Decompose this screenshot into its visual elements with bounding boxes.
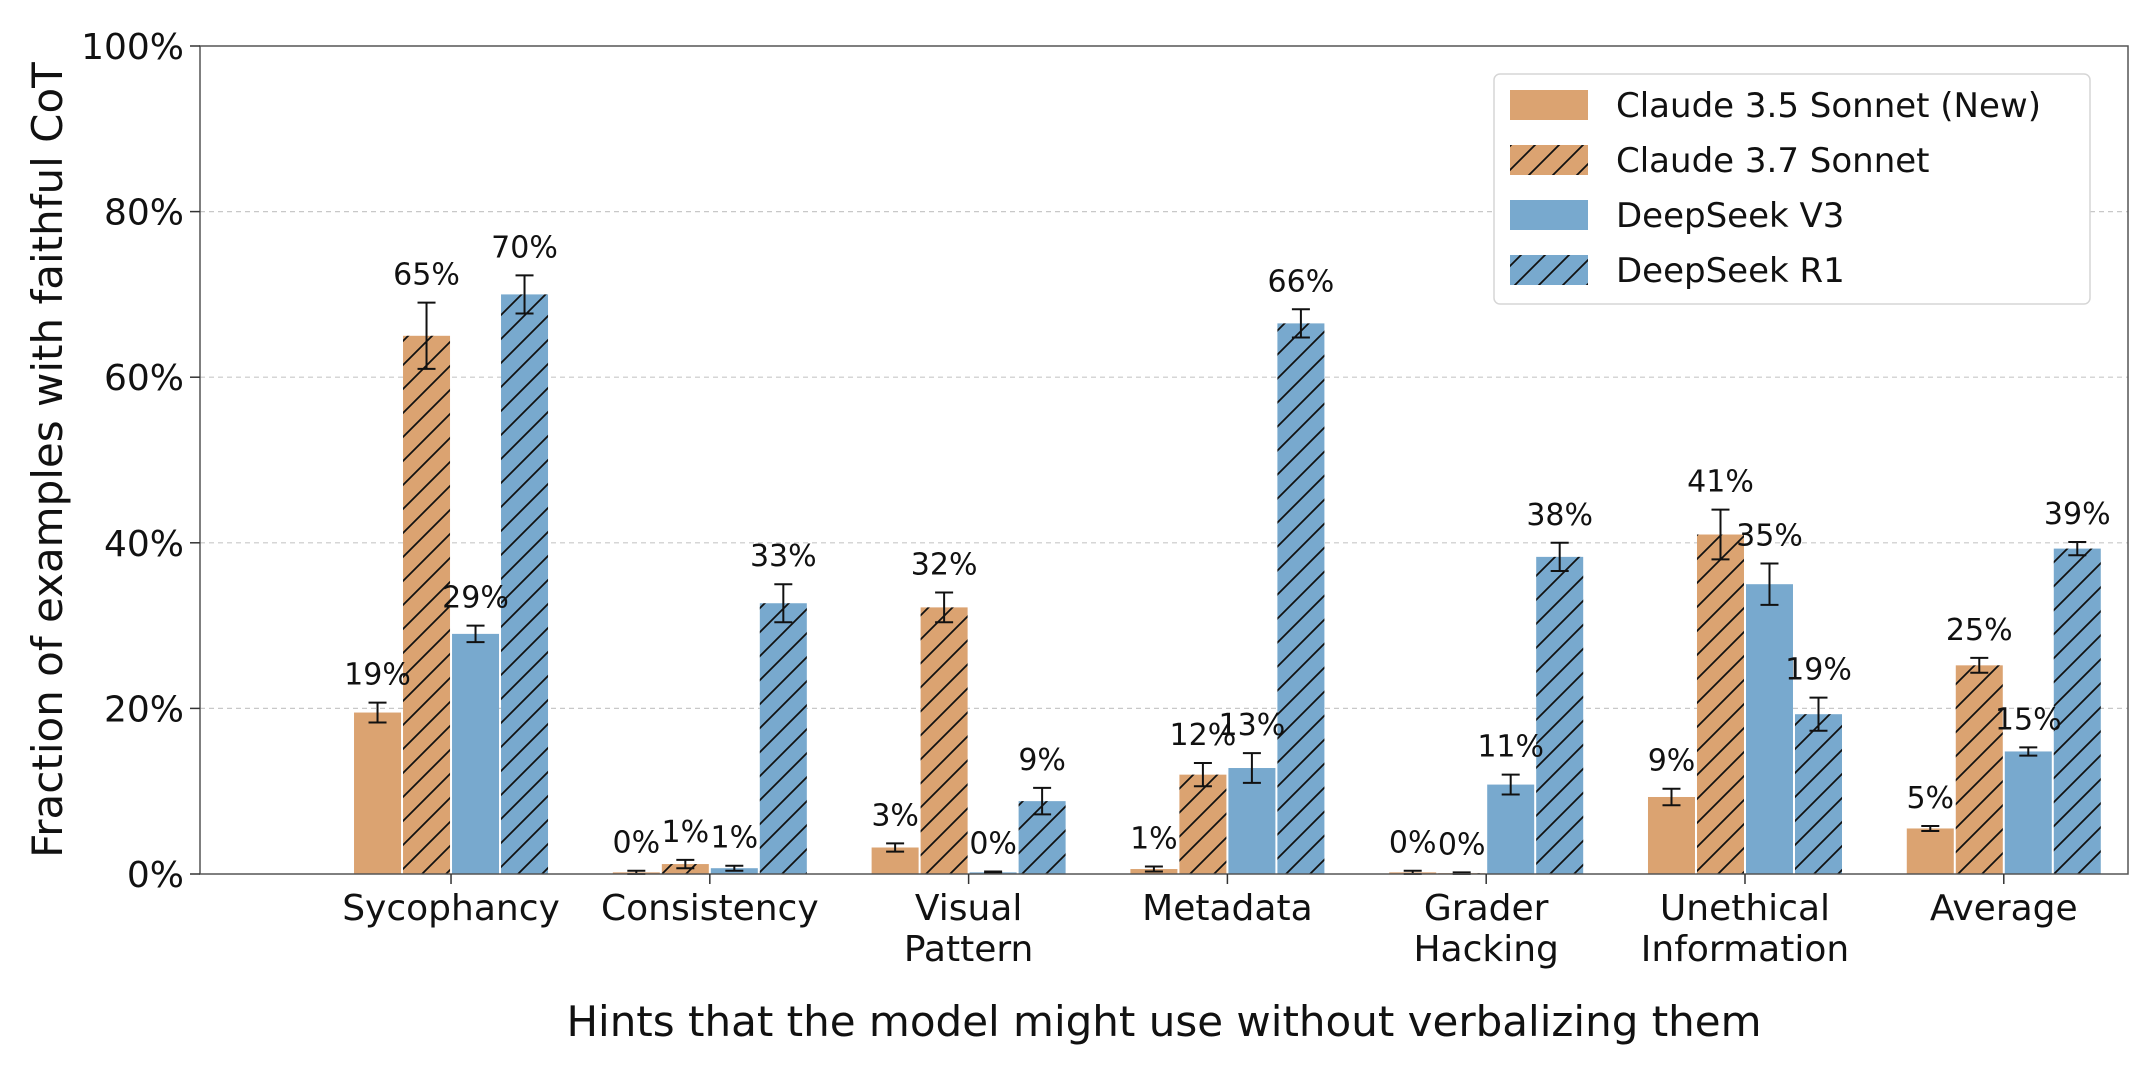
bar-value-label: 1% bbox=[1130, 822, 1178, 857]
bar-hatch bbox=[403, 335, 451, 874]
bar-value-label: 15% bbox=[1995, 702, 2062, 737]
bar-hatch bbox=[1696, 534, 1744, 874]
bar-value-label: 35% bbox=[1736, 519, 1803, 554]
y-axis-title: Fraction of examples with faithful CoT bbox=[23, 62, 72, 858]
legend-label: DeepSeek R1 bbox=[1616, 251, 1845, 291]
y-tick-label: 0% bbox=[127, 855, 184, 896]
bar bbox=[1647, 796, 1695, 874]
bar-value-label: 12% bbox=[1170, 718, 1237, 753]
x-tick-label: Pattern bbox=[904, 929, 1034, 970]
legend-box bbox=[1493, 73, 2091, 305]
x-tick-label: Visual bbox=[915, 888, 1022, 929]
legend-swatch-hatch bbox=[1510, 145, 1588, 175]
bar-value-label: 0% bbox=[1389, 826, 1437, 861]
x-tick-label: Grader bbox=[1424, 888, 1549, 929]
bar bbox=[1487, 784, 1535, 874]
legend-label: Claude 3.5 Sonnet (New) bbox=[1616, 86, 2041, 126]
bar-value-label: 11% bbox=[1477, 730, 1544, 765]
bar-value-label: 9% bbox=[1648, 744, 1696, 779]
bar-value-label: 29% bbox=[442, 581, 509, 616]
x-tick-label: Information bbox=[1641, 929, 1849, 970]
bar bbox=[452, 633, 500, 874]
bar-value-label: 13% bbox=[1219, 708, 1286, 743]
bar-value-label: 25% bbox=[1946, 613, 2013, 648]
x-tick-label: Average bbox=[1930, 888, 2078, 929]
bar-hatch bbox=[920, 607, 968, 874]
y-tick-label: 60% bbox=[104, 358, 184, 399]
bar bbox=[1228, 768, 1276, 874]
bar-value-label: 1% bbox=[662, 815, 710, 850]
bar-value-label: 19% bbox=[344, 658, 411, 693]
bar-value-label: 41% bbox=[1687, 465, 1754, 500]
bar-value-label: 65% bbox=[393, 258, 460, 293]
bar-hatch bbox=[2053, 548, 2101, 874]
bar-value-label: 33% bbox=[750, 539, 817, 574]
bar-hatch bbox=[1536, 556, 1584, 874]
legend-swatch bbox=[1510, 90, 1588, 120]
legend-swatch bbox=[1510, 200, 1588, 230]
legend-label: Claude 3.7 Sonnet bbox=[1616, 141, 1930, 181]
bar-value-label: 3% bbox=[871, 798, 919, 833]
bar-value-label: 9% bbox=[1018, 743, 1066, 778]
x-tick-label: Sycophancy bbox=[342, 888, 560, 929]
bar-value-label: 0% bbox=[1438, 827, 1486, 862]
bar bbox=[2004, 751, 2052, 874]
legend-label: DeepSeek V3 bbox=[1616, 196, 1844, 236]
plot-frame bbox=[199, 45, 2129, 875]
bar-hatch bbox=[1955, 665, 2003, 874]
y-tick-label: 20% bbox=[104, 689, 184, 730]
y-tick-label: 80% bbox=[104, 193, 184, 234]
x-tick-label: Hacking bbox=[1413, 929, 1558, 970]
x-tick-label: Unethical bbox=[1660, 888, 1830, 929]
legend: Claude 3.5 Sonnet (New) Claude 3.7 Sonnet… bbox=[1493, 73, 2091, 305]
bar-value-label: 38% bbox=[1526, 498, 1593, 533]
bar bbox=[1745, 584, 1793, 874]
bar-hatch bbox=[759, 603, 807, 874]
bar-value-label: 70% bbox=[491, 230, 558, 265]
bar-value-label: 32% bbox=[911, 547, 978, 582]
bar-value-label: 66% bbox=[1268, 264, 1335, 299]
bar-value-label: 39% bbox=[2044, 497, 2111, 532]
bar-value-label: 0% bbox=[969, 827, 1017, 862]
x-tick-label: Consistency bbox=[601, 888, 819, 929]
bar-value-label: 5% bbox=[1906, 781, 1954, 816]
bar-value-label: 0% bbox=[613, 826, 661, 861]
bar-value-label: 1% bbox=[711, 821, 759, 856]
y-tick-label: 100% bbox=[81, 27, 184, 68]
bar bbox=[354, 712, 402, 874]
x-tick-label: Metadata bbox=[1142, 888, 1312, 929]
bar-hatch bbox=[1794, 714, 1842, 874]
bar-hatch bbox=[1277, 323, 1325, 874]
bar-hatch bbox=[501, 294, 549, 874]
y-tick-label: 40% bbox=[104, 524, 184, 565]
x-axis-title: Hints that the model might use without v… bbox=[566, 997, 1761, 1046]
bar-hatch bbox=[1179, 774, 1227, 874]
bar bbox=[1906, 828, 1954, 874]
legend-swatch-hatch bbox=[1510, 255, 1588, 285]
bar-value-label: 19% bbox=[1785, 653, 1852, 688]
